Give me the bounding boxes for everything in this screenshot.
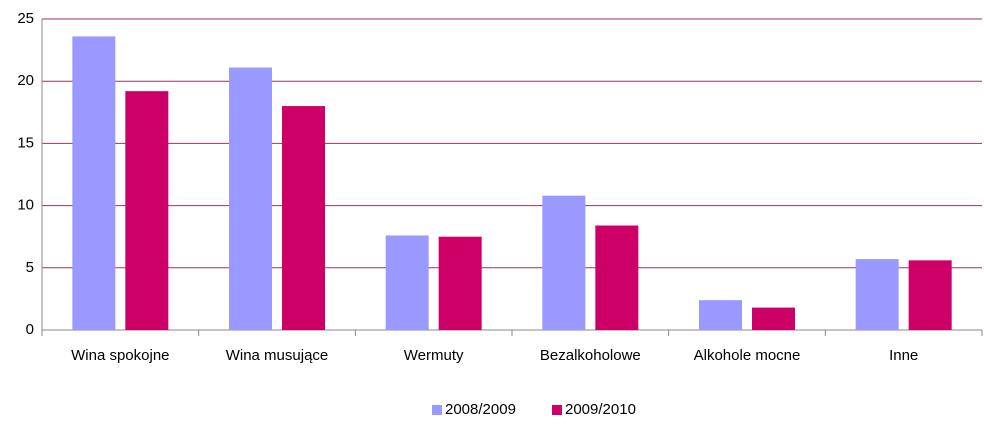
y-tick-label: 5 [26,259,34,276]
bar [542,195,586,330]
x-tick-label: Wina spokojne [71,347,169,364]
y-tick-label: 10 [17,197,34,214]
x-tick-label: Wermuty [404,347,464,364]
y-tick-label: 15 [17,134,34,151]
y-tick-label: 25 [17,10,34,27]
legend-swatch [552,405,562,415]
x-tick-label: Bezalkoholowe [540,347,641,364]
legend-label: 2009/2010 [565,401,636,418]
bar [282,106,325,330]
x-tick-label: Inne [889,347,918,364]
bar [229,67,272,331]
bar [385,235,429,330]
bar [855,259,899,330]
bar [908,260,952,330]
legend-swatch [432,405,442,415]
y-tick-label: 20 [17,72,34,89]
y-tick-label: 0 [26,321,34,338]
bar [438,236,482,330]
x-tick-label: Alkohole mocne [694,347,801,364]
bar [72,36,116,330]
bar [699,300,742,330]
x-tick-label: Wina musujące [226,347,329,364]
bar [125,91,169,330]
bar [595,225,639,330]
legend-label: 2008/2009 [445,401,516,418]
bar [752,307,795,330]
